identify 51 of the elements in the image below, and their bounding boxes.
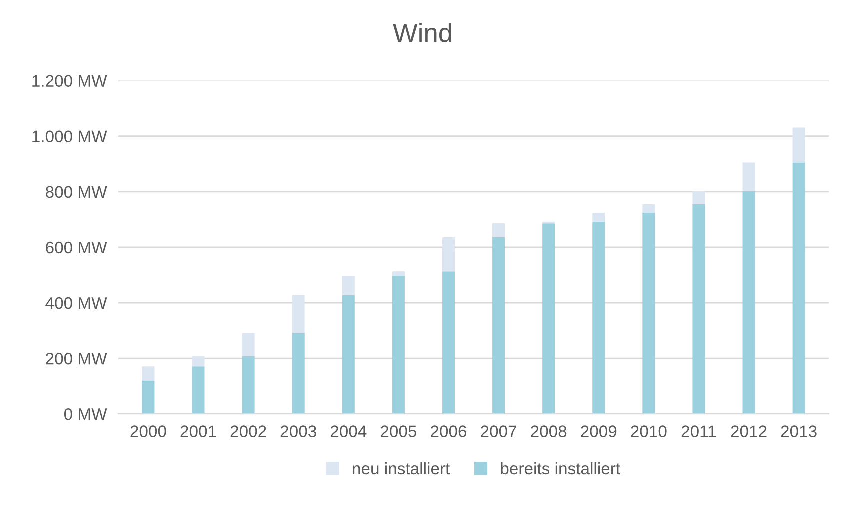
bar xyxy=(242,356,255,414)
x-tick-label: 2006 xyxy=(431,426,467,438)
y-tick-label: 200 MW xyxy=(46,352,108,365)
x-tick-label: 2004 xyxy=(330,426,367,438)
y-tick-label: 0 MW xyxy=(64,408,108,420)
y-tick-label: 400 MW xyxy=(46,297,108,310)
bar xyxy=(142,380,155,414)
x-tick-label: 2010 xyxy=(631,426,667,438)
x-tick-label: 2011 xyxy=(682,426,716,438)
y-tick-label: 600 MW xyxy=(46,242,108,254)
x-tick-label: 2007 xyxy=(481,426,516,438)
bar xyxy=(642,204,656,214)
bar xyxy=(342,295,355,414)
bar xyxy=(592,222,606,414)
bar xyxy=(792,162,806,414)
bar xyxy=(242,333,255,356)
x-tick-label: 2005 xyxy=(380,426,417,438)
y-tick-label: 1.000 MW xyxy=(32,130,108,143)
y-tick-label: 1.200 MW xyxy=(32,75,108,88)
bar xyxy=(342,276,355,296)
x-tick-label: 2013 xyxy=(781,426,817,438)
bar xyxy=(742,191,756,414)
x-tick-label: 2000 xyxy=(130,426,166,438)
x-tick-label: 2012 xyxy=(731,426,767,438)
bar xyxy=(792,128,806,163)
bar xyxy=(692,191,706,204)
bar xyxy=(292,333,305,414)
chart-title: Wind xyxy=(393,23,452,42)
x-tick-label: 2008 xyxy=(531,426,567,438)
bar xyxy=(742,162,756,192)
x-tick-label: 2009 xyxy=(581,426,617,438)
bar xyxy=(392,272,405,276)
legend-label: neu installiert xyxy=(353,462,450,475)
bar xyxy=(392,276,405,414)
bar xyxy=(142,366,155,381)
bar xyxy=(192,356,205,367)
x-tick-label: 2001 xyxy=(180,426,216,438)
y-tick-label: 800 MW xyxy=(46,186,108,198)
bar xyxy=(592,213,606,222)
bar xyxy=(292,295,305,334)
bar xyxy=(192,366,205,414)
bar xyxy=(692,204,706,414)
bar xyxy=(542,224,556,414)
x-tick-label: 2003 xyxy=(280,426,316,438)
bar xyxy=(642,213,656,414)
legend-label: bereits installiert xyxy=(501,462,620,475)
x-tick-label: 2002 xyxy=(230,426,266,438)
bar xyxy=(492,237,506,414)
bar xyxy=(442,237,455,272)
bar xyxy=(492,224,506,238)
bar xyxy=(442,272,455,414)
